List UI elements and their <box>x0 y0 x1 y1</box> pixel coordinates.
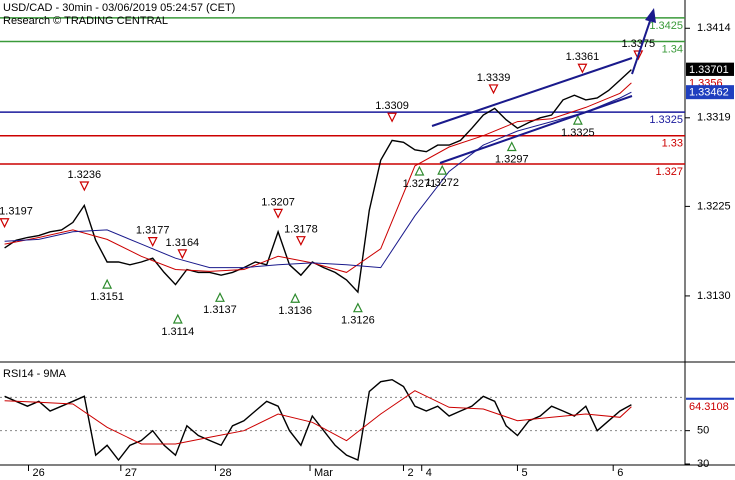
price-tag-label: 1.33462 <box>689 87 729 99</box>
series-line <box>4 82 632 273</box>
pivot-high-marker <box>387 112 398 123</box>
price-tag-label: 1.33701 <box>689 64 729 76</box>
x-tick-label: 6 <box>617 467 623 479</box>
pivot-low-marker <box>172 313 183 324</box>
rsi-title: RSI14 - 9MA <box>3 368 67 380</box>
series-line <box>4 390 632 445</box>
pivot-high-marker <box>177 249 188 260</box>
pivot-low-label: 1.3271 <box>403 178 437 190</box>
pivot-low-label: 1.3272 <box>425 177 459 189</box>
x-tick-label: 28 <box>219 467 231 479</box>
x-tick-label: Mar <box>314 467 333 479</box>
x-tick-label: 5 <box>521 467 527 479</box>
y-tick-label: 1.3414 <box>697 22 731 34</box>
y-tick-label: 1.3130 <box>697 290 731 302</box>
pivot-high-label: 1.3207 <box>261 196 295 208</box>
pivot-low-label: 1.3126 <box>341 315 375 327</box>
pivot-low-marker <box>437 164 448 175</box>
pivot-low-marker <box>572 114 583 125</box>
chart-subtitle: Research © TRADING CENTRAL <box>3 15 168 27</box>
level-label: 1.327 <box>655 166 683 178</box>
pivot-low-marker <box>102 278 113 289</box>
channel-upper <box>431 57 633 127</box>
y-tick-label: 50 <box>697 425 709 437</box>
pivot-low-label: 1.3151 <box>90 291 124 303</box>
x-tick-label: 4 <box>426 467 432 479</box>
pivot-high-label: 1.3309 <box>375 100 409 112</box>
pivot-high-label: 1.3236 <box>68 169 102 181</box>
pivot-high-marker <box>273 208 284 219</box>
pivot-low-marker <box>506 141 517 152</box>
pivot-low-label: 1.3325 <box>561 127 595 139</box>
forecast-arrow <box>631 17 652 75</box>
pivot-low-marker <box>290 292 301 303</box>
pivot-high-label: 1.3361 <box>566 51 600 63</box>
y-tick-label: 30 <box>697 458 709 470</box>
pivot-low-marker <box>215 291 225 302</box>
pivot-high-label: 1.3375 <box>621 38 655 50</box>
pivot-high-label: 1.3177 <box>136 225 170 237</box>
x-tick-label: 27 <box>125 467 137 479</box>
pivot-high-label: 1.3197 <box>0 206 33 218</box>
pivot-low-label: 1.3297 <box>495 153 529 165</box>
pivot-high-marker <box>79 181 90 192</box>
price-tag-box <box>686 399 734 414</box>
level-label: 1.33 <box>662 138 683 150</box>
pivot-high-marker <box>0 218 10 229</box>
level-label: 1.34 <box>662 43 683 55</box>
price-tag-label: 64.3108 <box>689 401 729 413</box>
channel-lower <box>439 95 633 164</box>
pivot-high-label: 1.3339 <box>477 72 511 84</box>
forecast-arrowhead <box>645 8 656 23</box>
pivot-low-marker <box>352 302 363 313</box>
pivot-low-marker <box>414 165 425 176</box>
pivot-high-marker <box>295 236 306 247</box>
pivot-high-marker <box>488 84 499 95</box>
level-label: 1.3325 <box>649 114 683 126</box>
pivot-high-marker <box>577 63 588 74</box>
pivot-low-label: 1.3137 <box>203 304 237 316</box>
level-label: 1.3425 <box>649 20 683 32</box>
y-tick-label: 1.3225 <box>697 200 731 212</box>
pivot-high-marker <box>147 237 158 247</box>
pivot-low-label: 1.3114 <box>161 326 194 338</box>
chart-title: USD/CAD - 30min - 03/06/2019 05:24:57 (C… <box>3 2 235 14</box>
x-tick-label: 26 <box>32 467 44 479</box>
price-tag-box <box>686 85 734 100</box>
x-tick-label: 2 <box>407 467 413 479</box>
pivot-high-label: 1.3178 <box>284 224 318 236</box>
price-tag-box <box>686 62 734 77</box>
series-line <box>4 378 632 462</box>
pivot-high-label: 1.3164 <box>166 237 200 249</box>
series-line <box>4 91 632 269</box>
pivot-low-label: 1.3136 <box>278 305 312 317</box>
y-tick-label: 1.3319 <box>697 112 731 124</box>
plot-layer: 1.34141.33191.32251.31301.34251.341.3325… <box>0 17 734 479</box>
